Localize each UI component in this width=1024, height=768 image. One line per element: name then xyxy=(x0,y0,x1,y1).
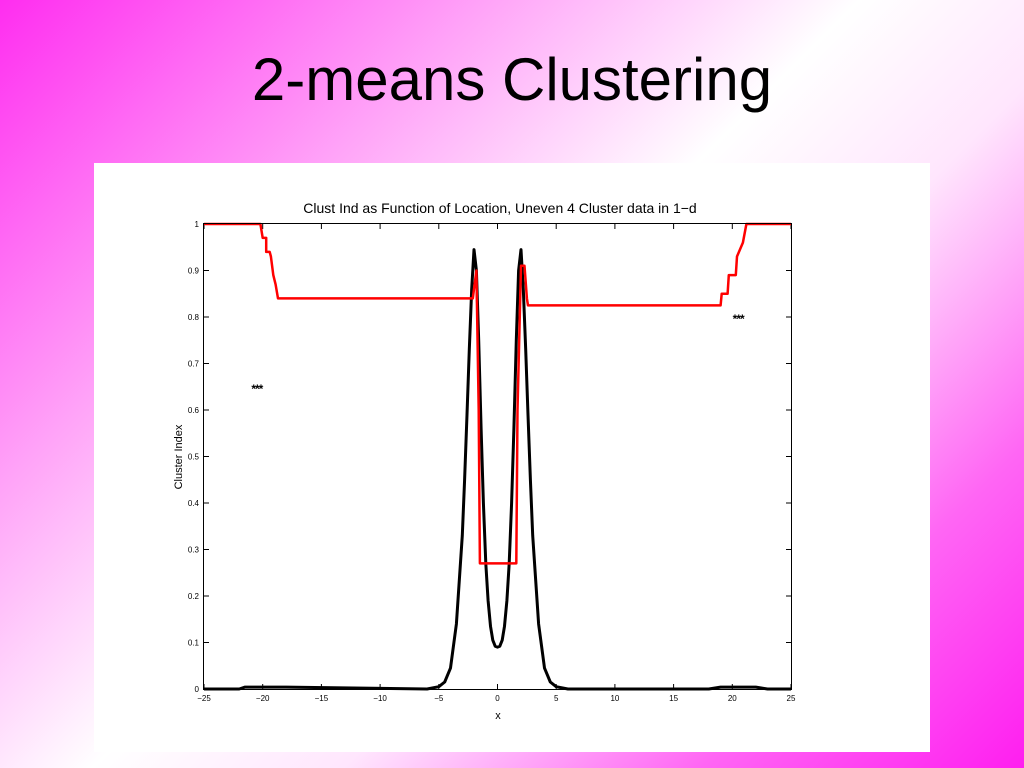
y-tick-label: 0.9 xyxy=(188,267,200,276)
cluster-index-chart: Clust Ind as Function of Location, Uneve… xyxy=(173,200,796,722)
x-tick-label: −25 xyxy=(197,694,211,703)
x-tick-label: 10 xyxy=(610,694,619,703)
y-tick-label: 0.6 xyxy=(188,406,200,415)
x-tick-label: 25 xyxy=(787,694,796,703)
y-tick-label: 0.5 xyxy=(188,453,200,462)
x-tick-label: 20 xyxy=(728,694,737,703)
y-tick-label: 1 xyxy=(195,220,200,229)
x-tick-label: −5 xyxy=(434,694,444,703)
figure-panel: Clust Ind as Function of Location, Uneve… xyxy=(94,163,930,752)
plot-frame xyxy=(203,223,792,690)
x-tick-label: −15 xyxy=(315,694,329,703)
star-annotation: *** xyxy=(733,312,745,326)
y-tick-label: 0.7 xyxy=(188,360,200,369)
y-tick-label: 0.4 xyxy=(188,499,200,508)
x-tick-label: −10 xyxy=(373,694,387,703)
star-annotation: *** xyxy=(251,382,263,396)
x-tick-label: −20 xyxy=(256,694,270,703)
x-tick-label: 15 xyxy=(669,694,678,703)
x-tick-label: 5 xyxy=(554,694,559,703)
slide-title: 2-means Clustering xyxy=(251,46,773,113)
cluster-index-line xyxy=(204,222,791,565)
x-axis-label: x xyxy=(495,710,501,722)
y-tick-label: 0.2 xyxy=(188,592,200,601)
y-tick-label: 0 xyxy=(195,685,200,694)
y-tick-label: 0.1 xyxy=(188,639,200,648)
chart-title: Clust Ind as Function of Location, Uneve… xyxy=(303,200,696,216)
density-curve-line xyxy=(204,248,791,691)
y-axis-label: Cluster Index xyxy=(173,424,185,489)
y-tick-label: 0.3 xyxy=(188,546,200,555)
x-tick-label: 0 xyxy=(495,694,500,703)
y-tick-label: 0.8 xyxy=(188,313,200,322)
